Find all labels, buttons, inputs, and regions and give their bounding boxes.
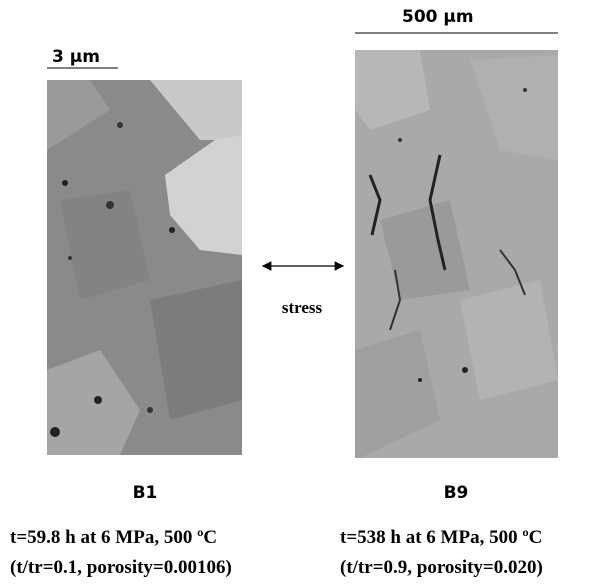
panel-label: B1 bbox=[133, 483, 158, 503]
arrow-label: stress bbox=[282, 298, 323, 317]
caption: (t/tr=0.9, porosity=0.020) bbox=[340, 557, 543, 578]
page: {"left_panel": {"scale_bar": "3 μm", "la… bbox=[0, 0, 596, 584]
scale-label: 500 μm bbox=[402, 7, 474, 27]
micrograph-right bbox=[355, 50, 558, 458]
panel-label: B9 bbox=[444, 483, 469, 503]
caption: t=538 h at 6 MPa, 500 ºC bbox=[340, 527, 542, 548]
micrograph-left bbox=[47, 80, 242, 455]
caption: (t/tr=0.1, porosity=0.00106) bbox=[10, 557, 232, 578]
scale-label: 3 μm bbox=[52, 47, 100, 67]
caption: t=59.8 h at 6 MPa, 500 ºC bbox=[10, 527, 217, 548]
figure: 3 μm 500 μm stress B1 B9 t=59.8 h at 6 M… bbox=[0, 0, 596, 584]
